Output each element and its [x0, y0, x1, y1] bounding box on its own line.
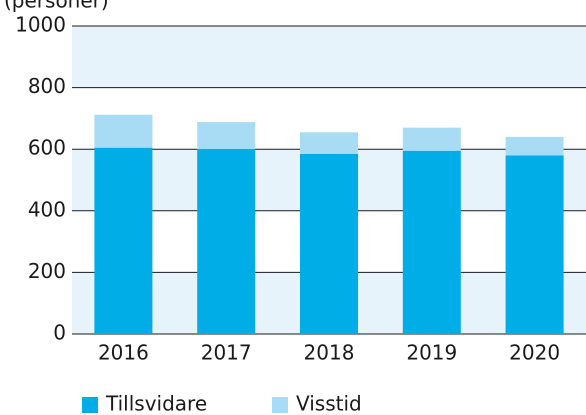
legend-label: Tillsvidare [105, 392, 207, 415]
x-tick-label: 2019 [406, 341, 457, 365]
x-tick-label: 2018 [304, 341, 355, 365]
bar-segment [505, 136, 564, 156]
bar-segment [94, 147, 153, 334]
bar-segment [197, 149, 256, 334]
bar-segment [94, 114, 153, 148]
bar-segment [505, 155, 564, 334]
legend-swatch [82, 397, 98, 413]
bar-segment [197, 122, 256, 150]
y-tick-label: 0 [53, 321, 66, 345]
y-tick-label: 1000 [15, 13, 66, 37]
legend-label: Visstid [296, 392, 362, 415]
bar-segment [402, 150, 461, 334]
x-tick-label: 2017 [201, 341, 252, 365]
x-tick-label: 2016 [98, 341, 149, 365]
y-tick-label: 200 [28, 259, 66, 283]
y-tick-label: 800 [28, 74, 66, 98]
band [72, 26, 586, 88]
legend-swatch [272, 397, 288, 413]
bar-segment [300, 132, 358, 154]
y-tick-label: 600 [28, 136, 66, 160]
y-axis-label: (personer) [4, 0, 109, 13]
bar-segment [402, 127, 461, 151]
y-tick-label: 400 [28, 197, 66, 221]
x-tick-label: 2020 [509, 341, 560, 365]
bar-segment [300, 153, 358, 334]
